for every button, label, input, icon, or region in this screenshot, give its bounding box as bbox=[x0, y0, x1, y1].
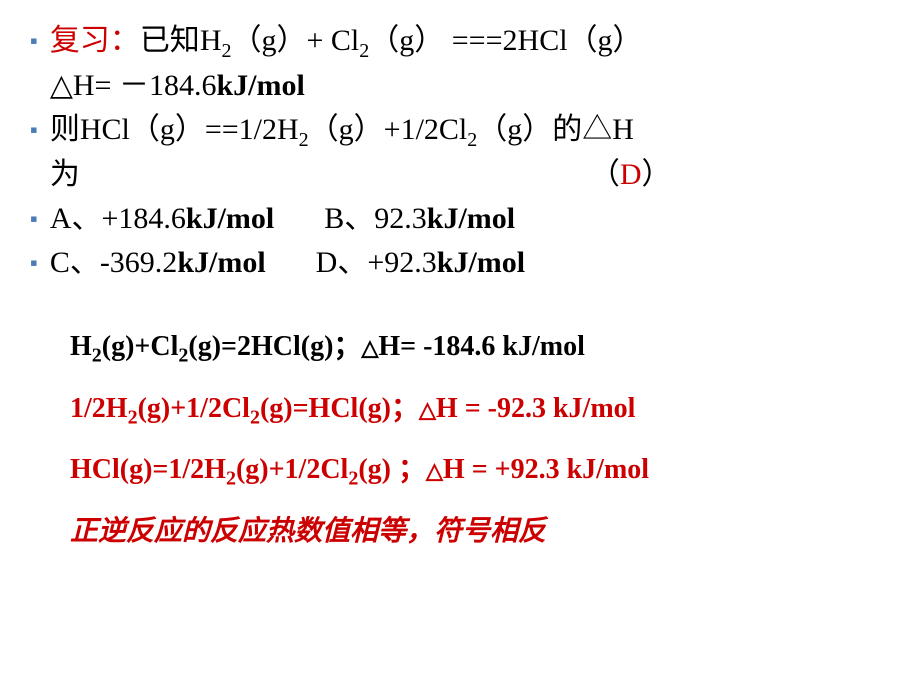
eq1-h: H bbox=[200, 24, 222, 57]
eq1-cl: Cl bbox=[331, 24, 359, 57]
given-text: 已知 bbox=[140, 24, 200, 57]
solution-block: H2(g)+Cl2(g)=2HCl(g)；△H= -184.6 kJ/mol 1… bbox=[30, 324, 890, 549]
sol1-dh: △ bbox=[361, 335, 378, 360]
sol1-a: H bbox=[70, 331, 92, 362]
sol3-a: HCl(g)=1/2H bbox=[70, 454, 226, 485]
sol2-dh: △ bbox=[419, 397, 436, 422]
bullet-icon: ▪ bbox=[30, 28, 38, 54]
sol3-c: (g) ； bbox=[358, 454, 426, 485]
eq2-end: （g）的△H bbox=[477, 113, 634, 146]
optB: B、92.3 bbox=[324, 202, 427, 235]
eq1-g1: （g） bbox=[231, 24, 306, 57]
eq1-plus: + bbox=[306, 24, 330, 57]
eq1-rhs: 2HCl（g） bbox=[503, 24, 643, 57]
options-ab: ▪ A、+184.6kJ/molB、92.3kJ/mol bbox=[30, 198, 890, 240]
sol2-b: (g)+1/2Cl bbox=[138, 393, 250, 424]
eq1-dh: △H= －184.6 bbox=[50, 69, 217, 102]
optA-unit: kJ/mol bbox=[186, 202, 274, 235]
eq2-sub1: 2 bbox=[299, 129, 309, 151]
review-line-1: ▪ 复习：已知H2（g）+ Cl2（g） ===2HCl（g） △H= －184… bbox=[30, 20, 890, 107]
options-cd: ▪ C、-369.2kJ/molD、+92.3kJ/mol bbox=[30, 242, 890, 284]
question-line: ▪ 则HCl（g）==1/2H2（g）+1/2Cl2（g）的△H 为（D） bbox=[30, 109, 890, 196]
solution-line-1: H2(g)+Cl2(g)=2HCl(g)；△H= -184.6 kJ/mol bbox=[70, 324, 890, 368]
optA: A、+184.6 bbox=[50, 202, 186, 235]
sol1-h: H= -184.6 kJ/mol bbox=[378, 331, 585, 362]
sol2-c: (g)=HCl(g)； bbox=[260, 393, 419, 424]
sol3-h: H = +92.3 kJ/mol bbox=[443, 454, 649, 485]
bullet-icon: ▪ bbox=[30, 206, 38, 232]
conclusion-text: 正逆反应的反应热数值相等，符号相反 bbox=[70, 509, 890, 549]
sol3-b: (g)+1/2Cl bbox=[236, 454, 348, 485]
sol1-mid: (g)+Cl bbox=[102, 331, 179, 362]
eq2-sub2: 2 bbox=[467, 129, 477, 151]
eq1-g2: （g） bbox=[369, 24, 444, 57]
sol1-eq: (g)=2HCl(g)； bbox=[188, 331, 361, 362]
answer-close: ） bbox=[641, 158, 671, 191]
eq2-wei: 为 bbox=[50, 158, 80, 191]
optC: C、-369.2 bbox=[50, 246, 178, 279]
then-text: 则 bbox=[50, 113, 80, 146]
bullet-icon: ▪ bbox=[30, 117, 38, 143]
bullet-icon: ▪ bbox=[30, 250, 38, 276]
sol2-a: 1/2H bbox=[70, 393, 128, 424]
eq1-sub1: 2 bbox=[221, 40, 231, 62]
options-ab-content: A、+184.6kJ/molB、92.3kJ/mol bbox=[50, 198, 515, 240]
solution-line-2: 1/2H2(g)+1/2Cl2(g)=HCl(g)；△H = -92.3 kJ/… bbox=[70, 386, 890, 430]
optB-unit: kJ/mol bbox=[427, 202, 515, 235]
sol3-dh: △ bbox=[426, 458, 443, 483]
optC-unit: kJ/mol bbox=[177, 246, 265, 279]
eq2-hcl: HCl（g）==1/2H bbox=[80, 113, 299, 146]
eq2-mid: （g）+1/2Cl bbox=[309, 113, 468, 146]
solution-line-3: HCl(g)=1/2H2(g)+1/2Cl2(g) ；△H = +92.3 kJ… bbox=[70, 447, 890, 491]
optD-unit: kJ/mol bbox=[437, 246, 525, 279]
answer-letter: D bbox=[620, 158, 642, 191]
eq1-unit: kJ/mol bbox=[216, 69, 304, 102]
question-content: 则HCl（g）==1/2H2（g）+1/2Cl2（g）的△H 为（D） bbox=[50, 109, 672, 196]
optD: D、+92.3 bbox=[316, 246, 437, 279]
options-cd-content: C、-369.2kJ/molD、+92.3kJ/mol bbox=[50, 242, 525, 284]
eq1-eq: === bbox=[444, 24, 502, 57]
review-label: 复习： bbox=[50, 24, 140, 57]
eq1-sub2: 2 bbox=[359, 40, 369, 62]
review-content-1: 复习：已知H2（g）+ Cl2（g） ===2HCl（g） △H= －184.6… bbox=[50, 20, 643, 107]
sol2-h: H = -92.3 kJ/mol bbox=[436, 393, 636, 424]
answer-open: （ bbox=[590, 158, 620, 191]
